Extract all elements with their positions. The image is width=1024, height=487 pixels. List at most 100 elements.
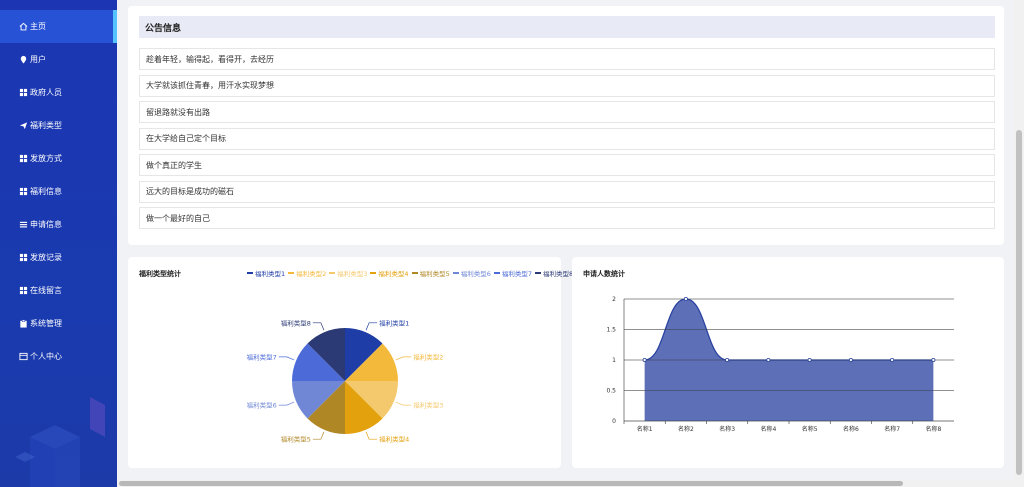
legend-label: 福利类型3	[337, 270, 368, 278]
sidebar-item-10[interactable]: 系统管理	[0, 307, 117, 340]
pie-label: 福利类型4	[379, 435, 409, 444]
notice-item[interactable]: 趁着年轻，输得起，看得开，去经历	[139, 48, 995, 70]
y-tick-label: 1	[612, 357, 616, 364]
data-point[interactable]	[683, 297, 688, 302]
data-point[interactable]	[848, 358, 853, 363]
list-icon	[18, 220, 28, 230]
sidebar-item-11[interactable]: 个人中心	[0, 340, 117, 373]
legend-swatch	[288, 272, 295, 274]
pie-label: 福利类型1	[379, 318, 409, 327]
pie-slice[interactable]	[345, 381, 398, 419]
legend-entry[interactable]: 福利类型4	[370, 268, 409, 278]
pie-slice[interactable]	[345, 328, 383, 381]
pie-legend: 福利类型1 福利类型2 福利类型3 福利类型4 福利类型5 福利类型6 福利类型7 福利类型8	[247, 268, 576, 278]
window-icon	[18, 352, 28, 362]
legend-label: 福利类型5	[419, 270, 450, 278]
sidebar-item-label: 申请信息	[30, 220, 62, 229]
sidebar: 主页用户政府人员福利类型发放方式 福利信息申请信息发放记录在线留言 系统管理 个人中心	[0, 0, 117, 487]
grid-icon	[18, 286, 28, 296]
notice-item[interactable]: 大学就该抓住青春，用汗水实现梦想	[139, 74, 995, 97]
legend-entry[interactable]: 福利类型8	[534, 268, 574, 278]
sidebar-item-9[interactable]: 在线留言	[0, 274, 117, 307]
legend-swatch	[411, 272, 418, 274]
sidebar-item-2[interactable]: 用户	[0, 43, 117, 76]
vertical-scrollbar-thumb[interactable]	[1016, 130, 1022, 475]
location-pin-icon	[18, 55, 28, 65]
horizontal-scrollbar[interactable]	[117, 480, 1014, 487]
x-tick-label: 名称3	[719, 425, 735, 433]
notice-item[interactable]: 做个真正的学生	[139, 154, 995, 176]
notice-item[interactable]: 留退路就没有出路	[139, 101, 995, 123]
data-point[interactable]	[642, 358, 647, 363]
y-tick-label: 1.5	[606, 327, 616, 334]
legend-swatch	[370, 272, 377, 274]
decorative-cubes	[15, 397, 105, 487]
sidebar-item-5[interactable]: 发放方式	[0, 142, 117, 175]
x-tick-label: 名称1	[637, 425, 653, 433]
pie-label: 福利类型2	[413, 352, 443, 361]
pie-label-leader	[365, 431, 378, 440]
legend-entry[interactable]: 福利类型7	[493, 268, 532, 278]
legend-entry[interactable]: 福利类型2	[288, 268, 326, 278]
pie-slice[interactable]	[307, 328, 345, 381]
legend-label: 福利类型8	[542, 270, 574, 278]
pie-label: 福利类型8	[281, 318, 311, 327]
sidebar-item-6[interactable]: 福利信息	[0, 175, 117, 208]
grid-icon	[18, 253, 28, 263]
legend-swatch	[452, 272, 459, 274]
sidebar-item-1[interactable]: 主页	[0, 10, 117, 43]
data-point[interactable]	[725, 358, 730, 363]
notice-item[interactable]: 在大学给自己定个目标	[139, 127, 995, 150]
legend-entry[interactable]: 福利类型3	[329, 268, 367, 278]
sidebar-item-label: 发放记录	[30, 253, 62, 262]
data-point[interactable]	[890, 358, 895, 363]
x-tick-label: 名称7	[884, 425, 900, 433]
sidebar-item-8[interactable]: 发放记录	[0, 241, 117, 274]
pie-label-leader	[312, 322, 325, 331]
sidebar-item-3[interactable]: 政府人员	[0, 76, 117, 109]
notice-item[interactable]: 远大的目标是成功的磁石	[139, 180, 995, 203]
y-tick-label: 0.5	[606, 388, 616, 395]
pie-slice[interactable]	[292, 381, 345, 419]
legend-label: 福利类型7	[501, 270, 532, 278]
legend-label: 福利类型2	[296, 270, 327, 278]
pie-slice[interactable]	[345, 381, 383, 434]
vertical-scrollbar[interactable]	[1014, 0, 1024, 487]
legend-entry[interactable]: 福利类型5	[411, 268, 450, 278]
pie-label-leader	[278, 401, 295, 406]
data-point[interactable]	[931, 358, 936, 363]
area-chart-title: 申请人数统计	[583, 270, 625, 278]
sidebar-item-label: 主页	[30, 22, 46, 31]
y-tick-label: 2	[612, 296, 616, 303]
pie-chart-card: 福利类型统计 福利类型1 福利类型2 福利类型3 福利类型4 福利类型5 福利类型6 福利类…	[128, 257, 573, 468]
legend-swatch	[534, 272, 541, 274]
sidebar-item-7[interactable]: 申请信息	[0, 208, 117, 241]
sidebar-item-4[interactable]: 福利类型	[0, 109, 117, 142]
legend-swatch	[247, 272, 253, 274]
legend-entry[interactable]: 福利类型6	[452, 268, 491, 278]
y-tick-label: 0	[612, 418, 616, 425]
pie-label-leader	[365, 322, 378, 331]
notice-card: 公告信息 趁着年轻，输得起，看得开，去经历 大学就该抓住青春，用汗水实现梦想 留退路…	[128, 6, 1004, 245]
pie-slice[interactable]	[292, 343, 345, 381]
data-point[interactable]	[766, 358, 771, 363]
sidebar-item-label: 福利类型	[30, 121, 62, 130]
pie-label: 福利类型3	[413, 401, 443, 410]
notice-title: 公告信息	[139, 16, 995, 38]
sidebar-item-label: 用户	[30, 55, 46, 64]
area-chart-card: 申请人数统计 0 0.5 1 1.5 2 名称1 名称2 名称3 名称4 名称5 名称6 名称7 名称8	[572, 257, 1004, 468]
x-tick-label: 名称8	[925, 425, 941, 433]
data-point[interactable]	[807, 358, 812, 363]
paper-plane-icon	[18, 121, 28, 131]
horizontal-scrollbar-thumb[interactable]	[119, 481, 903, 486]
pie-label-leader	[395, 401, 412, 406]
grid-icon	[18, 154, 28, 164]
grid-icon	[18, 187, 28, 197]
pie-slice[interactable]	[345, 343, 398, 381]
pie-slice[interactable]	[307, 381, 345, 434]
legend-entry[interactable]: 福利类型1	[247, 268, 285, 278]
notice-item[interactable]: 做一个最好的自己	[139, 207, 995, 229]
legend-swatch	[329, 272, 336, 274]
legend-label: 福利类型6	[460, 270, 491, 278]
pie-label: 福利类型7	[247, 352, 277, 361]
